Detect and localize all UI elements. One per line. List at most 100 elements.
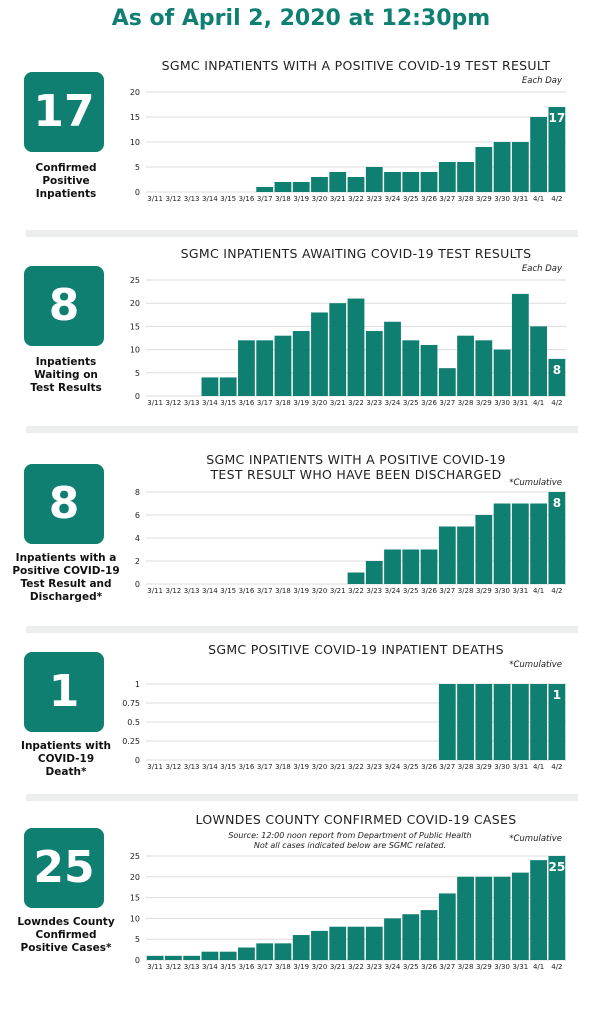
bar: [530, 684, 548, 760]
bar: [274, 182, 292, 192]
bar: [329, 172, 347, 192]
bar: [493, 503, 511, 584]
x-tick-label: 3/15: [220, 195, 236, 203]
chart-title-line: TEST RESULT WHO HAVE BEEN DISCHARGED: [210, 467, 502, 482]
bar: [347, 926, 365, 960]
panel-1: 17 Confirmed Positive Inpatients SGMC INPATI…: [0, 52, 602, 242]
bar: [511, 684, 529, 760]
stat-caption-line: Positive: [42, 175, 90, 187]
bar: [256, 187, 274, 192]
bar: [475, 340, 493, 396]
x-tick-label: 3/28: [458, 587, 474, 595]
x-tick-label: 3/12: [166, 587, 182, 595]
bar: [347, 177, 365, 192]
x-tick-label: 3/29: [476, 763, 492, 771]
bar: [347, 572, 365, 584]
x-tick-label: 3/14: [202, 195, 218, 203]
x-tick-label: 3/13: [184, 195, 200, 203]
bar: [311, 930, 328, 960]
bar: [493, 142, 511, 192]
bar: [365, 926, 383, 960]
x-tick-label: 3/14: [202, 763, 218, 771]
x-tick-label: 4/1: [533, 963, 544, 971]
x-tick-label: 3/31: [512, 195, 528, 203]
bar: [402, 340, 420, 396]
bar: [256, 943, 274, 960]
y-tick-label: 0: [135, 956, 140, 965]
bar: [311, 177, 328, 192]
bar: [384, 918, 401, 960]
x-tick-label: 3/20: [312, 763, 328, 771]
bar-value-label: 1: [553, 688, 561, 702]
bar: [274, 943, 292, 960]
stat-tile: 17: [24, 72, 104, 152]
bar: [384, 321, 401, 396]
stat-caption-line: Inpatients: [35, 188, 97, 200]
x-tick-label: 4/2: [551, 963, 562, 971]
x-tick-label: 3/19: [293, 399, 309, 407]
x-tick-label: 3/13: [184, 763, 200, 771]
bar-chart: 0 5 10 15 20 3/11 3/12 3/13 3/14 3/15 3/16 3/17 3/18…: [130, 88, 566, 203]
x-tick-label: 3/15: [220, 763, 236, 771]
chart-note: Each Day: [521, 264, 562, 274]
stat-caption: Confirmed Positive Inpatients: [10, 162, 122, 201]
y-tick-label: 0: [135, 188, 140, 197]
bar: [457, 876, 474, 960]
y-tick-label: 0: [135, 756, 140, 765]
x-tick-label: 3/21: [330, 587, 346, 595]
bar: [457, 335, 474, 396]
x-tick-label: 3/12: [166, 399, 182, 407]
bar-value-label: 17: [549, 111, 566, 125]
bar-chart: 0 2 4 6 8 3/11 3/12 3/13 3/14 3/15 3/16 3/17 3/18 3/1…: [135, 488, 566, 595]
x-tick-label: 3/27: [439, 587, 455, 595]
x-tick-label: 3/24: [385, 399, 401, 407]
x-tick-label: 3/14: [202, 963, 218, 971]
x-tick-label: 3/16: [239, 195, 255, 203]
x-tick-label: 4/1: [533, 195, 544, 203]
x-tick-label: 3/29: [476, 195, 492, 203]
x-tick-label: 3/11: [147, 587, 163, 595]
x-tick-label: 3/27: [439, 763, 455, 771]
x-tick-label: 3/24: [385, 195, 401, 203]
y-tick-label: 20: [130, 299, 140, 308]
stat-tile: 25: [24, 828, 104, 908]
bar: [530, 117, 548, 192]
bar: [164, 955, 182, 960]
bar: [457, 684, 474, 760]
x-tick-label: 3/25: [403, 587, 419, 595]
bar: [438, 368, 456, 396]
x-tick-label: 3/25: [403, 399, 419, 407]
bar: [493, 349, 511, 396]
chart-note: Each Day: [521, 76, 562, 86]
x-tick-label: 4/1: [533, 399, 544, 407]
bar: [420, 344, 438, 396]
x-tick-label: 3/19: [293, 963, 309, 971]
chart-source-line: Not all cases indicated below are SGMC r…: [253, 841, 447, 850]
bar: [493, 684, 511, 760]
x-tick-label: 3/25: [403, 763, 419, 771]
x-tick-label: 3/15: [220, 963, 236, 971]
x-tick-label: 3/17: [257, 399, 273, 407]
x-tick-label: 3/25: [403, 963, 419, 971]
bar: [402, 549, 420, 584]
panel-4: 1 Inpatients with COVID-19 Death* SGMC POSIT…: [0, 636, 602, 826]
y-tick-label: 15: [130, 894, 140, 903]
stat-tile: 1: [24, 652, 104, 732]
bar: [438, 162, 456, 192]
bar: [438, 893, 456, 960]
bar: [475, 147, 493, 192]
bar: [238, 947, 255, 960]
bar: [475, 876, 493, 960]
x-tick-label: 3/26: [421, 399, 437, 407]
y-tick-label: 10: [130, 346, 140, 355]
chart-title-line: SGMC INPATIENTS WITH A POSITIVE COVID-19: [206, 452, 506, 467]
section-divider: [26, 426, 578, 433]
x-tick-label: 3/16: [239, 399, 255, 407]
chart-title: SGMC POSITIVE COVID-19 INPATIENT DEATHS: [136, 642, 576, 657]
x-tick-label: 3/19: [293, 763, 309, 771]
bar: [548, 492, 566, 584]
x-tick-label: 3/23: [366, 399, 382, 407]
x-tick-label: 3/23: [366, 195, 382, 203]
x-tick-label: 3/22: [348, 963, 364, 971]
x-tick-label: 3/15: [220, 587, 236, 595]
